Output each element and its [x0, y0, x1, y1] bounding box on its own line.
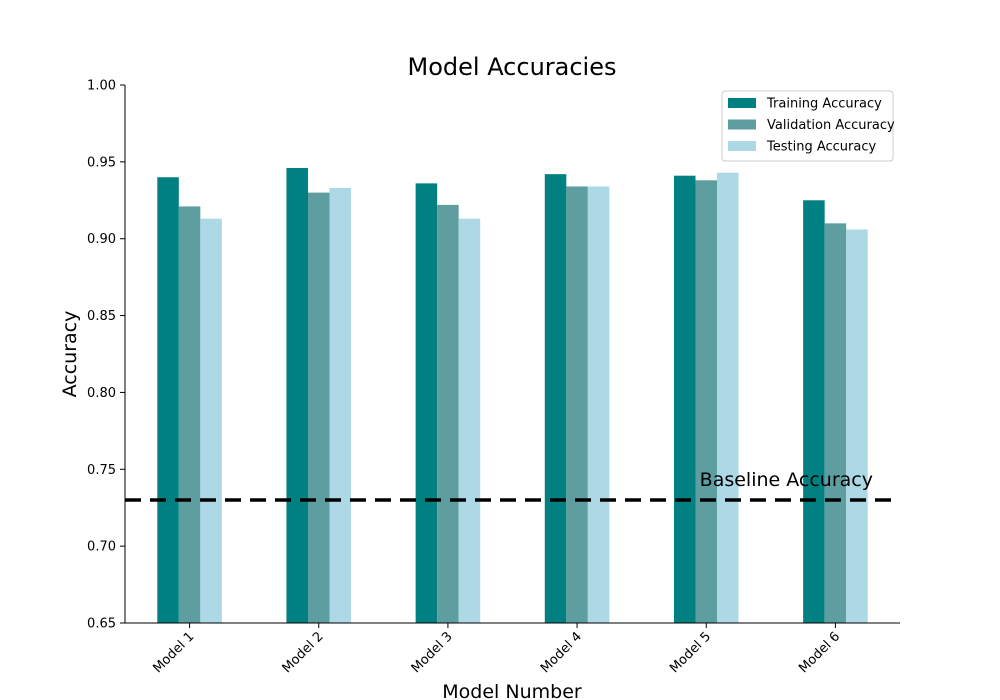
legend-items: Training Accuracy Validation Accuracy Test…	[728, 97, 895, 155]
y-tick-label: 0.95	[87, 155, 116, 170]
y-tick-label: 0.90	[87, 232, 116, 247]
y-tick-label: 0.65	[87, 617, 116, 632]
bar	[587, 186, 610, 624]
legend: Training Accuracy Validation Accuracy Test…	[721, 90, 895, 162]
y-tick-label: 0.75	[87, 463, 116, 478]
x-tick-label: Model 2	[280, 629, 327, 676]
bar	[178, 206, 201, 624]
y-tick-label: 0.85	[87, 309, 116, 324]
bar	[200, 218, 222, 623]
bar	[566, 186, 588, 624]
baseline-label: Baseline Accuracy	[700, 469, 873, 491]
bar	[307, 192, 330, 623]
x-tick-label: Model 5	[667, 629, 714, 676]
legend-swatch	[728, 141, 756, 151]
bar	[695, 180, 718, 623]
y-tick-label: 0.80	[87, 386, 116, 401]
legend-label: Testing Accuracy	[766, 140, 876, 155]
legend-swatch	[728, 98, 756, 108]
legend-label: Training Accuracy	[766, 97, 882, 112]
x-tick-label: Model 6	[796, 629, 843, 676]
bar	[157, 177, 179, 623]
bar	[803, 200, 825, 624]
bar	[415, 183, 438, 623]
bar	[286, 168, 308, 623]
x-axis-label: Model Number	[442, 681, 582, 700]
bar	[329, 187, 352, 623]
y-tick-label: 0.70	[87, 540, 116, 555]
x-tick-label: Model 4	[538, 629, 585, 676]
x-tick-label: Model 1	[150, 629, 197, 676]
x-ticks: Model 1 Model 2 Model 3 Model 4 Model 5 Model…	[150, 623, 843, 676]
bar	[846, 229, 868, 623]
y-axis-label: Accuracy	[59, 311, 81, 398]
chart-title: Model Accuracies	[408, 53, 617, 81]
bar	[824, 223, 847, 624]
bar	[458, 218, 481, 623]
bar	[544, 174, 567, 623]
bar	[673, 175, 696, 624]
bar	[717, 172, 739, 624]
bars-layer	[157, 168, 868, 624]
legend-frame	[721, 90, 894, 162]
y-ticks: 0.65 0.70 0.75 0.80 0.85 0.90 0.95 1.00	[87, 79, 125, 632]
legend-swatch	[728, 119, 756, 130]
y-tick-label: 1.00	[87, 79, 116, 94]
x-tick-label: Model 3	[409, 629, 456, 676]
legend-label: Validation Accuracy	[767, 118, 895, 133]
bar	[437, 204, 459, 623]
